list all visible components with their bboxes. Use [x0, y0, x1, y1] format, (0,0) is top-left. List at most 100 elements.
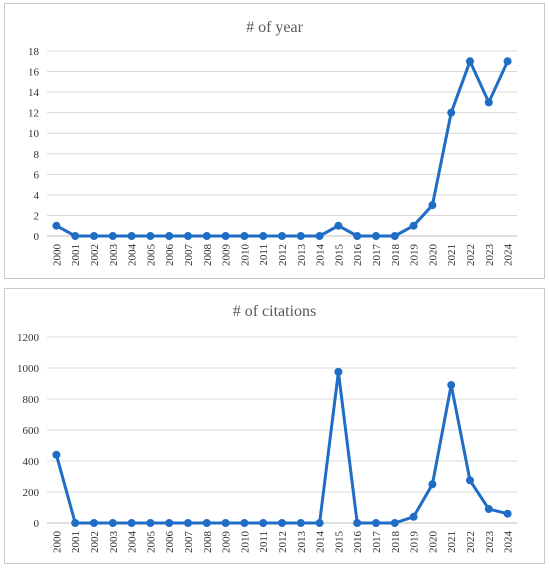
x-tick-label: 2004	[127, 244, 139, 267]
data-point	[90, 232, 98, 240]
data-point	[52, 450, 61, 459]
data-point	[90, 519, 98, 527]
data-point	[278, 519, 286, 527]
data-point	[71, 232, 80, 240]
y-tick-label: 10	[28, 128, 40, 140]
y-tick-label: 16	[28, 67, 40, 79]
x-tick-label: 2006	[164, 244, 176, 267]
x-tick-label: 2016	[352, 244, 364, 267]
data-point	[466, 57, 474, 66]
x-tick-label: 2005	[145, 531, 157, 554]
x-tick-label: 2015	[333, 531, 345, 554]
data-point	[447, 108, 456, 117]
data-point	[334, 221, 343, 230]
x-tick-label: 2015	[333, 244, 345, 267]
x-tick-label: 2009	[221, 244, 233, 267]
x-tick-label: 2006	[164, 531, 176, 554]
data-point	[221, 232, 230, 240]
y-tick-label: 12	[28, 108, 39, 120]
x-tick-label: 2014	[315, 531, 327, 554]
x-tick-label: 2024	[503, 531, 515, 554]
data-point	[108, 232, 117, 240]
year-line-chart: # of year 0 2 4 6 8 10 12 14 16 18 2000 2001 2002 200…	[28, 19, 517, 267]
data-point	[315, 519, 324, 527]
series-line	[54, 370, 508, 525]
x-tick-label: 2017	[371, 244, 383, 267]
x-tick-label: 2010	[239, 244, 251, 267]
x-tick-label: 2018	[390, 531, 402, 554]
series-line	[55, 59, 509, 238]
x-tick-label: 2005	[145, 244, 157, 267]
x-tick-label: 2021	[446, 531, 458, 553]
data-point	[353, 232, 362, 240]
data-point	[484, 505, 493, 514]
data-point	[503, 509, 512, 518]
x-tick-label: 2021	[446, 244, 458, 266]
data-point	[165, 232, 174, 240]
x-tick-label: 2013	[296, 244, 308, 267]
y-tick-label: 2	[34, 210, 40, 222]
x-tick-label: 2016	[352, 531, 364, 554]
data-point	[165, 519, 174, 527]
data-point	[503, 57, 512, 66]
data-point	[428, 480, 437, 489]
y-tick-label: 400	[23, 456, 40, 468]
data-point	[484, 98, 493, 107]
y-tick-label: 6	[34, 169, 40, 181]
data-point	[428, 201, 437, 210]
chart-title: # of citations	[233, 303, 317, 320]
data-point	[52, 221, 61, 230]
citations-line-chart: # of citations 0 200 400 600 800 1000 1200 2000…	[17, 303, 517, 554]
x-tick-label: 2023	[484, 244, 496, 267]
x-tick-label: 2012	[277, 244, 289, 266]
x-tick-label: 2004	[127, 531, 139, 554]
x-tick-label: 2020	[427, 244, 439, 267]
x-tick-label: 2001	[70, 244, 82, 266]
data-point	[127, 519, 136, 527]
data-point	[240, 232, 249, 240]
data-point	[334, 367, 343, 376]
y-tick-label: 0	[34, 518, 40, 530]
data-point	[202, 232, 211, 240]
x-tick-label: 2020	[427, 531, 439, 554]
y-tick-label: 600	[23, 425, 40, 437]
citations-chart-panel: # of citations 0 200 400 600 800 1000 1200 2000…	[4, 288, 545, 564]
data-point	[108, 519, 117, 527]
x-tick-label: 2024	[503, 243, 515, 266]
x-tick-label: 2008	[202, 244, 214, 267]
y-tick-label: 1200	[17, 332, 40, 344]
data-point	[278, 232, 286, 240]
x-tick-label: 2007	[183, 531, 195, 554]
x-tick-label: 2008	[202, 531, 214, 554]
y-tick-label: 1000	[17, 363, 40, 375]
x-tick-label: 2019	[409, 531, 421, 554]
x-tick-label: 2011	[258, 244, 270, 266]
data-point	[146, 232, 155, 240]
data-point	[409, 221, 418, 230]
y-tick-label: 14	[28, 87, 40, 99]
x-tick-label: 2007	[183, 244, 195, 267]
data-point	[372, 232, 380, 240]
data-point	[466, 476, 474, 485]
data-point	[184, 519, 192, 527]
data-point	[296, 232, 305, 240]
x-tick-label: 2022	[465, 531, 477, 553]
data-point	[390, 232, 399, 240]
data-point	[409, 512, 418, 521]
y-tick-label: 8	[34, 149, 40, 161]
data-point	[259, 519, 268, 527]
data-point	[240, 519, 249, 527]
data-point	[71, 519, 80, 527]
x-tick-label: 2000	[51, 244, 63, 267]
x-tick-label: 2018	[390, 244, 402, 267]
x-tick-label: 2011	[258, 531, 270, 553]
data-point	[184, 232, 192, 240]
x-tick-label: 2002	[89, 244, 101, 266]
data-point	[315, 232, 324, 240]
data-point	[372, 519, 380, 527]
data-point	[447, 381, 456, 390]
x-tick-label: 2012	[277, 531, 289, 553]
chart-title: # of year	[246, 19, 304, 36]
x-tick-label: 2010	[239, 531, 251, 554]
x-tick-label: 2009	[221, 531, 233, 554]
